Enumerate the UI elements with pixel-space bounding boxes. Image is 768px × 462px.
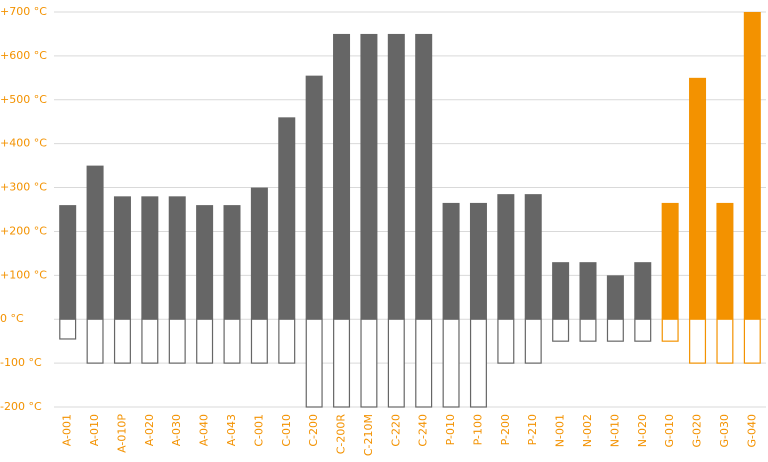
x-tick-label: A-043 [225, 414, 238, 446]
max-bar [59, 205, 77, 320]
x-tick-label: P-200 [499, 414, 512, 445]
x-tick-label: C-200R [335, 414, 348, 455]
min-bar [689, 318, 707, 364]
max-bar [113, 196, 131, 320]
min-bar [168, 318, 186, 364]
min-bar [743, 318, 761, 364]
x-tick-label: A-020 [143, 414, 156, 446]
x-tick-label: C-240 [417, 414, 430, 447]
min-bar [59, 318, 77, 340]
min-bar [606, 318, 624, 342]
min-bar [305, 318, 323, 408]
max-bar [305, 75, 323, 320]
y-tick-label: +400 °C [0, 137, 47, 150]
max-bar [469, 202, 487, 320]
min-bar [196, 318, 214, 364]
max-bar [579, 262, 597, 320]
min-bar [250, 318, 268, 364]
max-bar [86, 165, 104, 320]
max-bar [634, 262, 652, 320]
max-bar [689, 77, 707, 320]
min-bar [442, 318, 460, 408]
min-bar [223, 318, 241, 364]
min-bar [661, 318, 679, 342]
max-bar [415, 33, 433, 320]
max-bar [661, 202, 679, 320]
y-tick-label: +700 °C [0, 5, 47, 18]
min-bar [141, 318, 159, 364]
min-bar [716, 318, 734, 364]
max-bar [278, 117, 296, 320]
x-tick-label: N-001 [554, 414, 567, 447]
min-bar [415, 318, 433, 408]
min-bar [86, 318, 104, 364]
min-bar [360, 318, 378, 408]
max-bar [497, 194, 515, 320]
min-bar [497, 318, 515, 364]
x-tick-label: G-020 [691, 414, 704, 448]
x-tick-label: A-010 [88, 414, 101, 446]
max-bar [716, 202, 734, 320]
x-tick-label: A-010P [115, 414, 128, 453]
x-tick-label: P-100 [471, 414, 484, 445]
max-bar [168, 196, 186, 320]
x-tick-label: A-001 [61, 414, 74, 446]
y-tick-label: +500 °C [0, 93, 47, 106]
max-bar [196, 205, 214, 320]
y-tick-label: -100 °C [0, 356, 42, 369]
max-bar [333, 33, 351, 320]
max-bar [743, 12, 761, 320]
max-bar [552, 262, 570, 320]
min-bar [469, 318, 487, 408]
min-bar [634, 318, 652, 342]
x-tick-label: C-001 [252, 414, 265, 447]
min-bar [113, 318, 131, 364]
y-tick-label: -200 °C [0, 400, 42, 413]
x-tick-label: G-030 [718, 414, 731, 448]
min-bar [333, 318, 351, 408]
max-bar [223, 205, 241, 320]
x-tick-label: G-010 [663, 414, 676, 448]
max-bar [141, 196, 159, 320]
x-tick-label: P-010 [444, 414, 457, 445]
y-tick-label: 0 °C [0, 312, 24, 325]
max-bar [387, 33, 405, 320]
max-bar [250, 187, 268, 320]
x-tick-label: C-010 [280, 414, 293, 447]
x-tick-label: G-040 [745, 414, 758, 448]
x-tick-label: P-210 [526, 414, 539, 445]
x-tick-label: A-040 [198, 414, 211, 446]
max-bar [360, 33, 378, 320]
max-bar [606, 275, 624, 320]
x-tick-label: A-030 [170, 414, 183, 446]
x-tick-label: N-010 [608, 414, 621, 447]
max-bar [442, 202, 460, 320]
x-tick-label: C-200 [307, 414, 320, 447]
y-tick-label: +300 °C [0, 181, 47, 194]
x-tick-label: N-020 [636, 414, 649, 447]
min-bar [579, 318, 597, 342]
max-bar [524, 194, 542, 320]
y-tick-label: +200 °C [0, 224, 47, 237]
min-bar [524, 318, 542, 364]
y-tick-label: +600 °C [0, 49, 47, 62]
x-tick-label: N-002 [581, 414, 594, 447]
x-tick-label: C-220 [389, 414, 402, 447]
min-bar [552, 318, 570, 342]
y-tick-label: +100 °C [0, 268, 47, 281]
min-bar [278, 318, 296, 364]
min-bar [387, 318, 405, 408]
x-tick-label: C-210M [362, 414, 375, 456]
